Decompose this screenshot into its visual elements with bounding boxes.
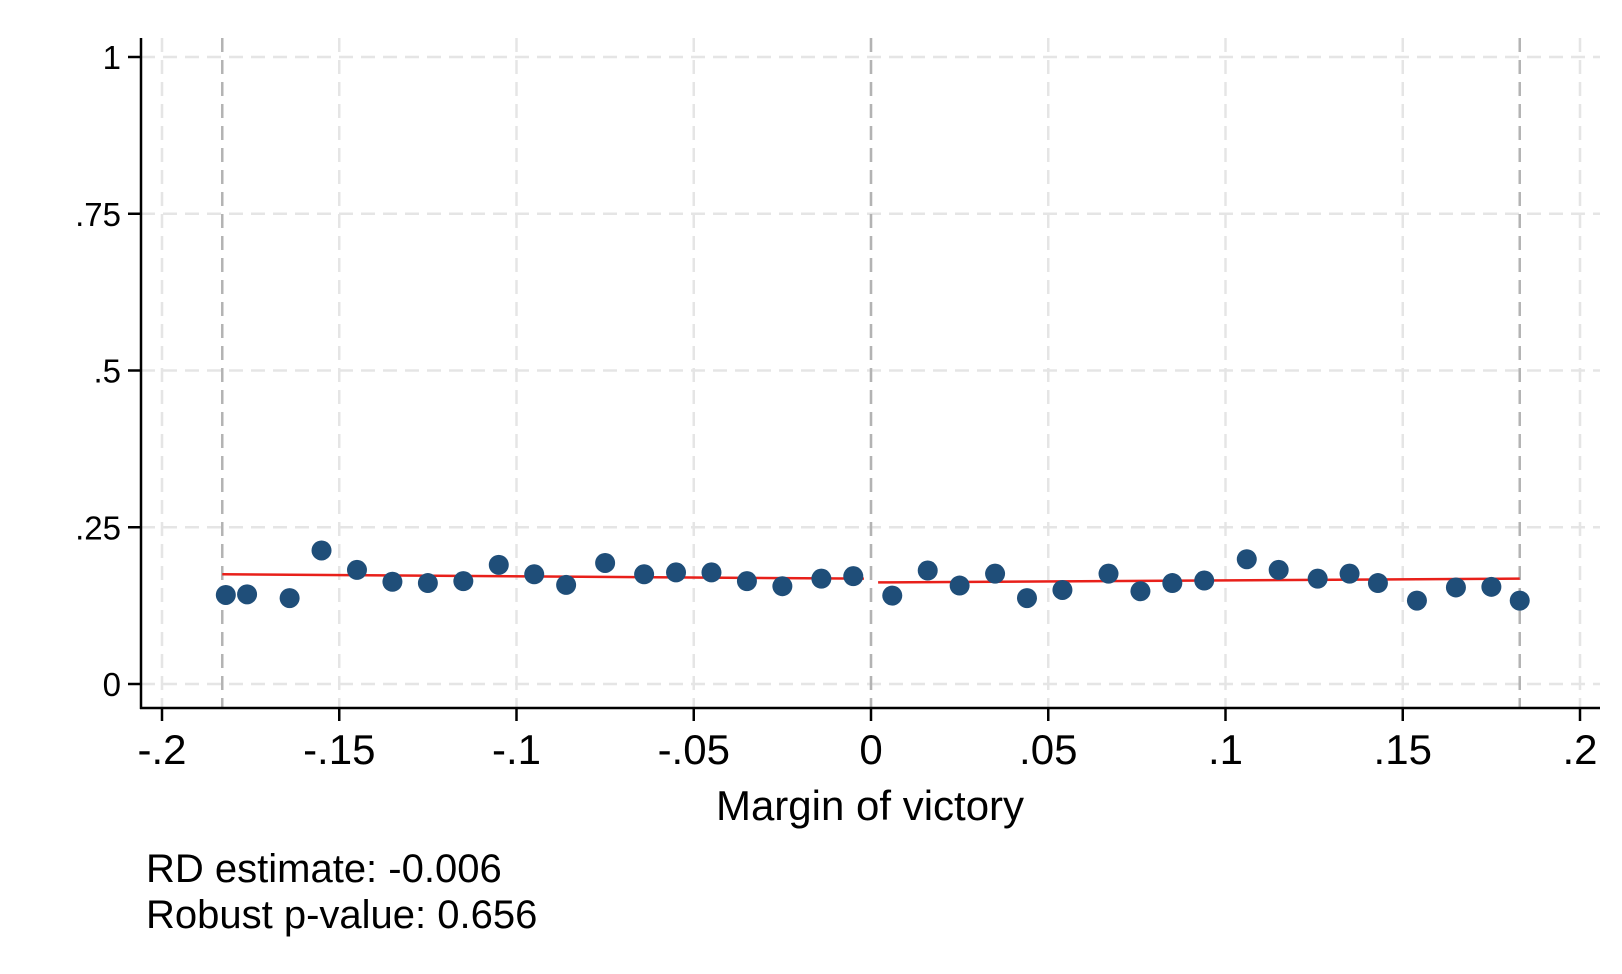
x-tick-label-4: 0: [859, 726, 882, 773]
data-point-7: [453, 571, 474, 592]
data-point-13: [666, 562, 687, 583]
x-tick-label-0: -.2: [137, 726, 186, 773]
data-point-29: [1236, 549, 1257, 570]
x-tick-label-2: -.1: [492, 726, 541, 773]
x-tick-label-7: .15: [1374, 726, 1432, 773]
data-point-12: [634, 564, 655, 585]
data-point-6: [417, 573, 438, 594]
x-tick-label-8: .2: [1562, 726, 1597, 773]
data-point-27: [1162, 573, 1183, 594]
x-tick-label-3: -.05: [658, 726, 730, 773]
data-point-20: [917, 560, 938, 581]
data-point-14: [701, 562, 722, 583]
y-tick-label-4: 1: [103, 39, 121, 76]
data-point-10: [556, 574, 577, 595]
y-tick-label-2: .5: [93, 353, 121, 390]
data-point-19: [882, 585, 903, 606]
y-tick-label-1: .25: [75, 509, 121, 546]
data-point-23: [1016, 588, 1037, 609]
data-point-33: [1367, 573, 1388, 594]
x-tick-label-5: .05: [1019, 726, 1077, 773]
data-point-4: [346, 559, 367, 580]
data-point-11: [595, 552, 616, 573]
data-point-8: [488, 554, 509, 575]
data-point-31: [1307, 568, 1328, 589]
data-point-37: [1509, 590, 1530, 611]
data-point-1: [237, 584, 258, 605]
data-point-25: [1098, 563, 1119, 584]
data-point-3: [311, 540, 332, 561]
data-point-18: [843, 566, 864, 587]
rd-estimate-note: RD estimate: -0.006: [146, 847, 502, 891]
data-point-15: [736, 571, 757, 592]
grid-layer: [141, 38, 1600, 708]
data-point-30: [1268, 559, 1289, 580]
data-point-36: [1481, 576, 1502, 597]
data-point-24: [1052, 579, 1073, 600]
data-point-26: [1130, 581, 1151, 602]
data-point-22: [985, 563, 1006, 584]
data-point-16: [772, 576, 793, 597]
reference-lines: [221, 38, 1521, 708]
data-point-21: [949, 575, 970, 596]
y-tick-label-0: 0: [103, 666, 121, 703]
data-point-32: [1339, 563, 1360, 584]
x-tick-label-1: -.15: [303, 726, 375, 773]
axes: 0 .25 .5 .75 1 -.2 -.15 -.1 -.05 0 .05 .1 .15 .2: [75, 38, 1600, 773]
x-tick-label-6: .1: [1208, 726, 1243, 773]
data-point-0: [215, 584, 236, 605]
data-point-34: [1406, 590, 1427, 611]
data-point-2: [279, 588, 300, 609]
data-point-35: [1445, 577, 1466, 598]
data-point-9: [524, 564, 545, 585]
y-tick-label-3: .75: [75, 196, 121, 233]
data-point-28: [1194, 570, 1215, 591]
p-value-note: Robust p-value: 0.656: [146, 893, 538, 937]
data-point-5: [382, 571, 403, 592]
binned-points: [215, 540, 1530, 611]
x-axis-title: Margin of victory: [716, 782, 1024, 829]
data-point-17: [811, 568, 832, 589]
